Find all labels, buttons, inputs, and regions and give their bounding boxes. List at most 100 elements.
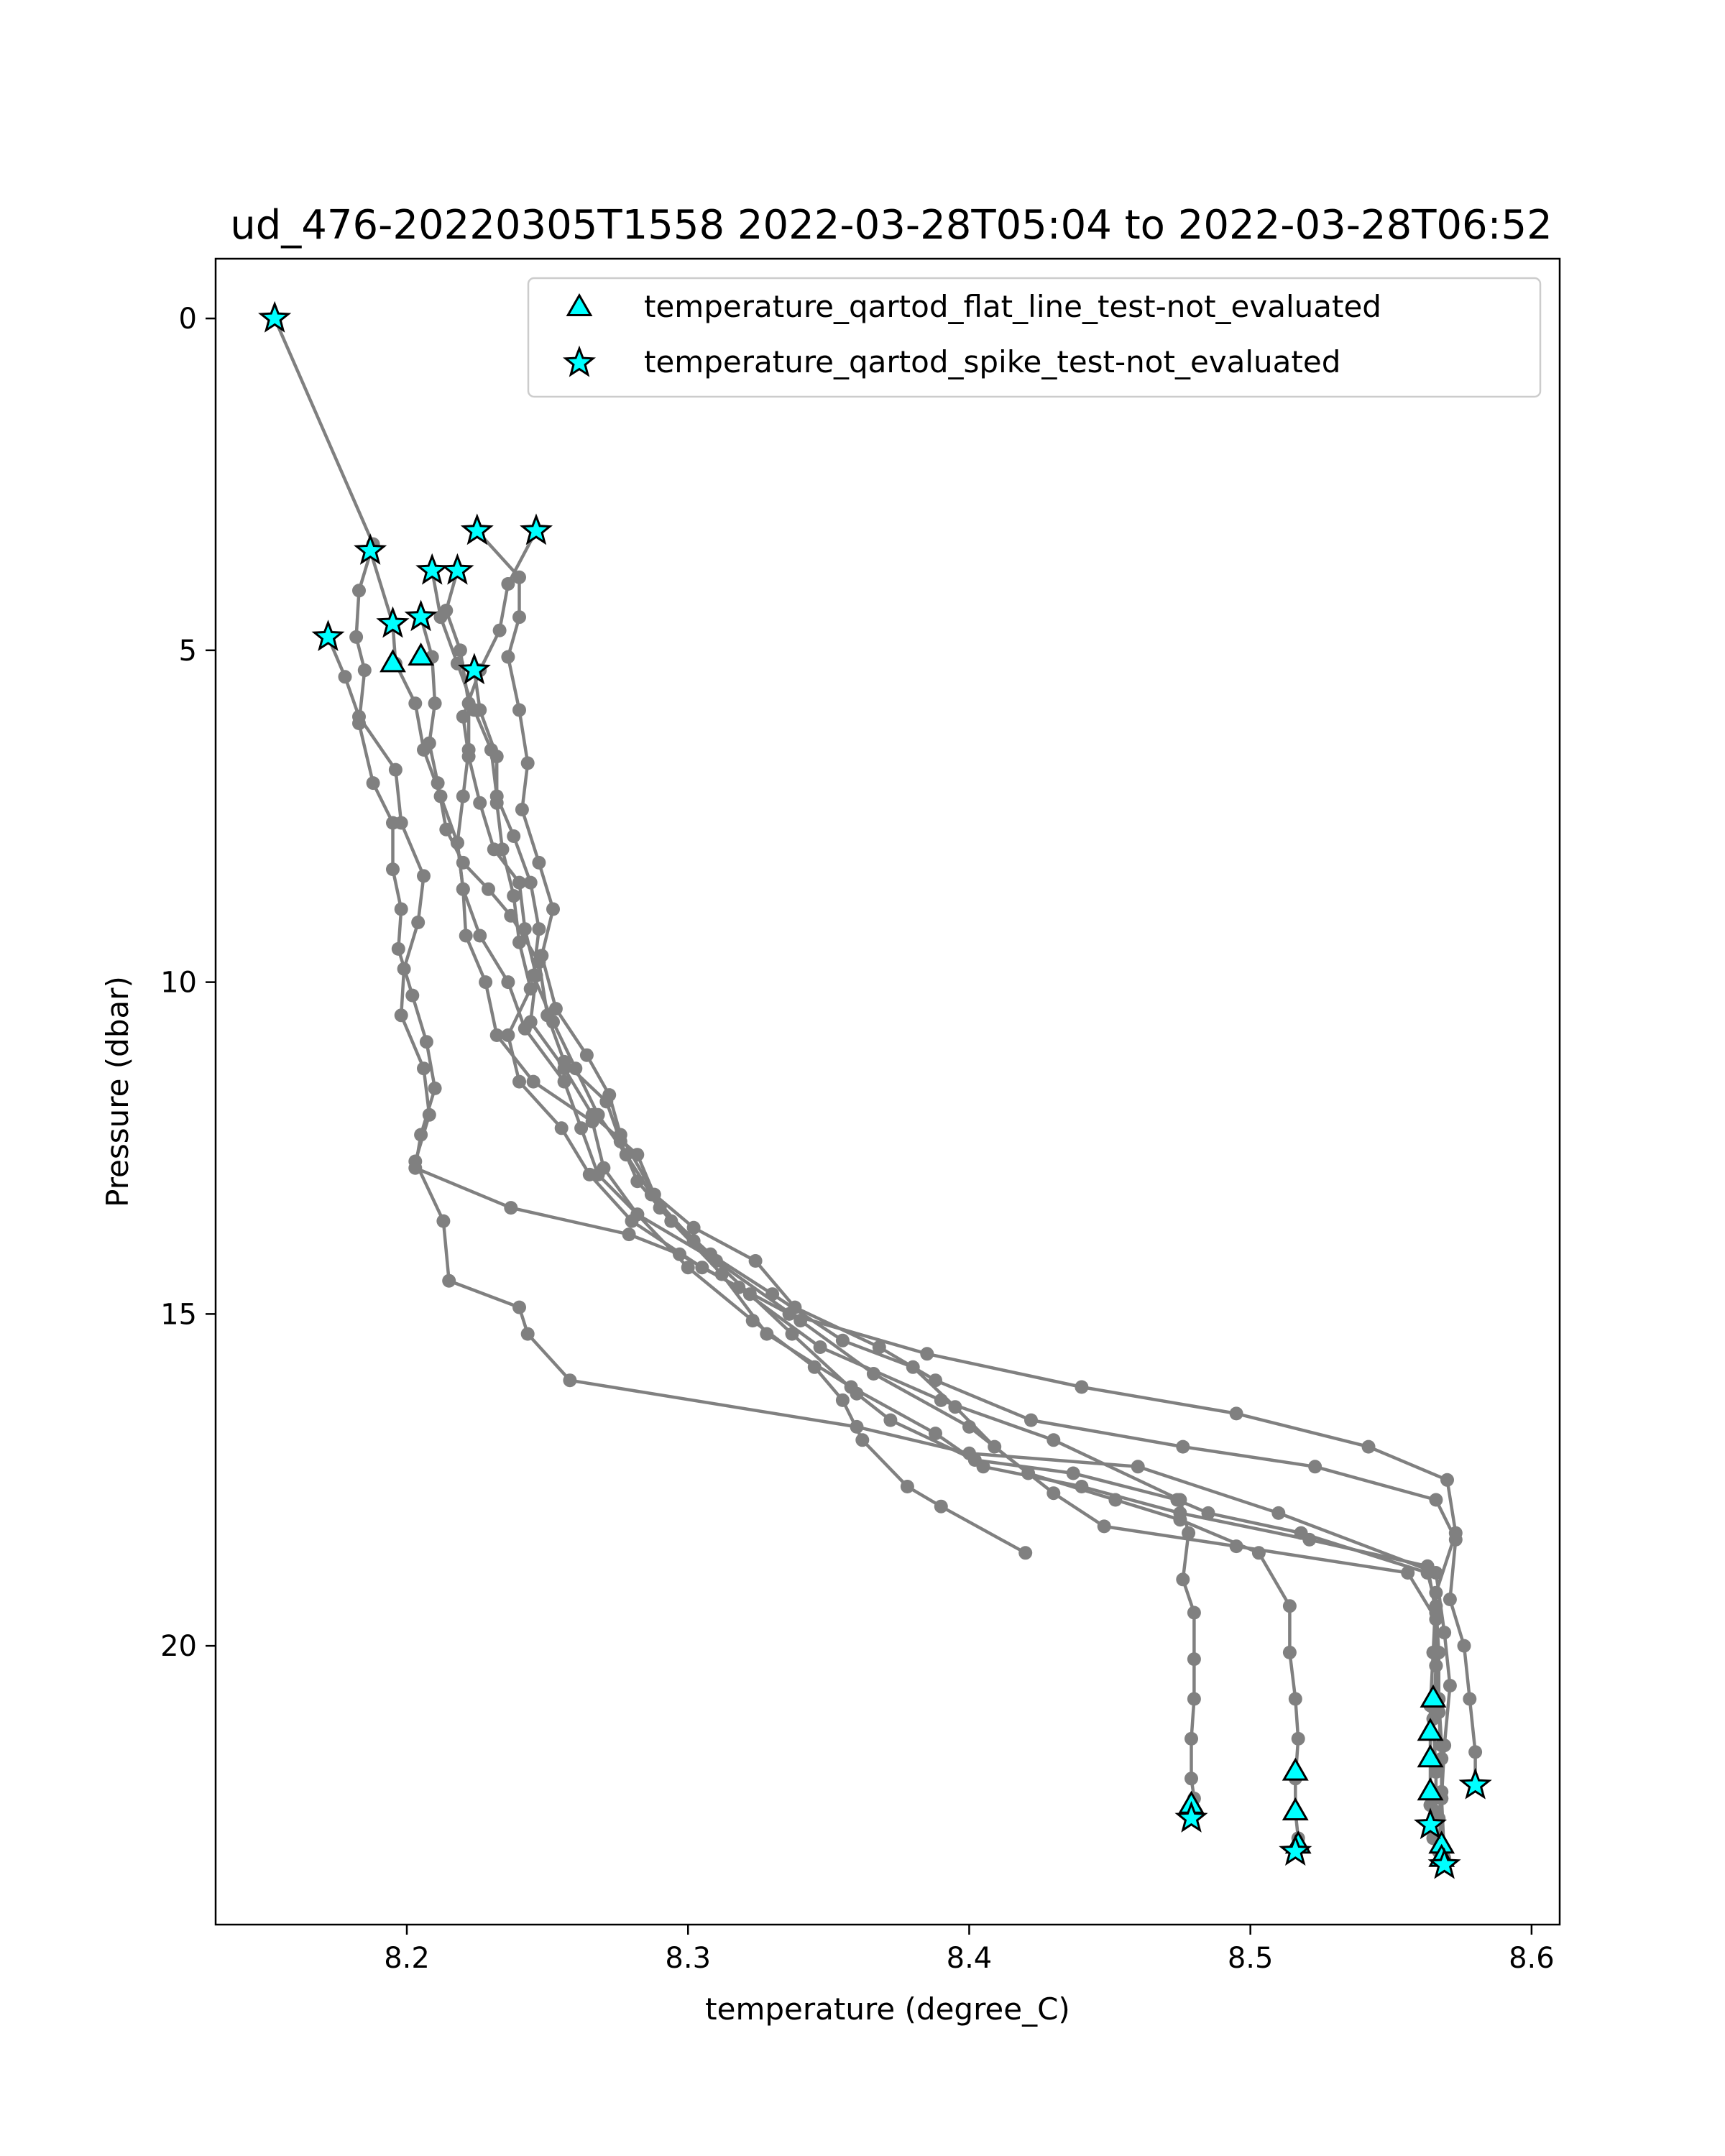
profile-point — [456, 882, 470, 896]
profile-point — [482, 882, 495, 896]
profile-point — [1429, 1765, 1443, 1779]
profile-point — [872, 1340, 886, 1354]
profile-point — [507, 829, 521, 843]
profile-point — [388, 763, 402, 777]
profile-point — [906, 1360, 920, 1374]
profile-point — [765, 1287, 780, 1302]
profile-point — [745, 1314, 760, 1328]
plot-frame — [214, 257, 1561, 1926]
spike-marker — [1174, 1800, 1208, 1833]
profile-point — [349, 630, 364, 644]
spike-marker — [1279, 1834, 1312, 1866]
profile-point — [557, 1061, 571, 1076]
profile-point — [1291, 1731, 1305, 1746]
profile-point — [1426, 1645, 1440, 1659]
profile-point — [495, 842, 510, 857]
x-tick-label: 8.4 — [947, 1942, 993, 1975]
profile-point — [1401, 1566, 1415, 1580]
legend-label-spike: temperature_qartod_spike_test-not_evalua… — [644, 344, 1340, 379]
profile-point — [529, 968, 543, 982]
profile-point — [479, 975, 493, 990]
profile-point — [1448, 1526, 1463, 1540]
profile-point — [1282, 1599, 1297, 1613]
spike-marker — [376, 606, 410, 638]
profile-point — [439, 822, 454, 837]
x-axis-label: temperature (degree_C) — [705, 1991, 1070, 2027]
profile-point — [988, 1439, 1002, 1454]
spike-marker — [460, 513, 494, 545]
profile-point — [357, 663, 372, 678]
profile-point — [1423, 1798, 1438, 1812]
profile-point — [630, 1148, 645, 1162]
profile-point — [1361, 1439, 1376, 1454]
profile-point — [1463, 1692, 1477, 1706]
profile-point — [523, 1015, 538, 1029]
profile-point — [681, 1261, 695, 1275]
profile-point — [653, 1201, 667, 1215]
profile-point — [686, 1220, 701, 1235]
legend-marker-star — [562, 345, 597, 377]
profile-point — [408, 696, 423, 711]
profile-point — [585, 1107, 599, 1122]
profile-point — [512, 1300, 526, 1314]
flat-line-marker — [1417, 1718, 1444, 1741]
spike-markers — [258, 300, 1492, 1879]
profile-point — [456, 709, 470, 724]
profile-point — [1066, 1466, 1080, 1480]
profile-point — [473, 703, 487, 717]
profile-point — [408, 1154, 423, 1169]
profile-point — [391, 941, 405, 956]
y-axis-label: Pressure (dbar) — [100, 976, 135, 1207]
profile-line — [476, 530, 1477, 1786]
profile-point — [1187, 1692, 1201, 1706]
x-tick-label: 8.6 — [1509, 1942, 1555, 1975]
profile-point — [512, 570, 526, 584]
profile-point — [1176, 1572, 1190, 1587]
profile-point — [582, 1167, 597, 1181]
profile-point — [1271, 1506, 1286, 1520]
chart-title: ud_476-20220305T1558 2022-03-28T05:04 to… — [230, 202, 1552, 249]
legend-box — [527, 277, 1542, 398]
profile-point — [1182, 1526, 1196, 1540]
spike-marker — [311, 619, 345, 652]
profile-point — [1170, 1493, 1184, 1507]
profile-point — [1075, 1380, 1089, 1394]
star-marker-icon — [562, 345, 597, 377]
flat-line-marker — [1282, 1797, 1309, 1820]
profile-point — [1046, 1486, 1061, 1501]
profile-point — [835, 1393, 850, 1407]
profile-point — [1468, 1745, 1483, 1759]
profile-point — [569, 1061, 583, 1076]
profile-point — [394, 1008, 408, 1023]
profile-point — [850, 1386, 864, 1401]
y-axis: 0 5 10 15 20 — [160, 303, 216, 1663]
profile-point — [532, 855, 546, 870]
profile-point — [1429, 1585, 1443, 1600]
spike-marker — [441, 553, 474, 585]
profile-point — [602, 1088, 617, 1102]
profile-point — [900, 1480, 914, 1493]
profile-point — [489, 1028, 504, 1042]
profile-point — [535, 949, 549, 963]
profile-point — [411, 916, 426, 929]
profile-point — [1443, 1593, 1457, 1606]
profile-point — [785, 1327, 799, 1341]
x-axis: 8.2 8.3 8.4 8.5 8.6 — [384, 1925, 1555, 1975]
profile-point — [405, 988, 420, 1003]
profile-point — [386, 862, 400, 877]
profile-point — [532, 922, 546, 936]
profile-point — [526, 1074, 540, 1089]
y-tick-label: 20 — [160, 1630, 197, 1663]
profile-point — [1024, 1413, 1038, 1427]
profile-point — [397, 962, 411, 976]
profile-point — [1097, 1519, 1111, 1534]
flat-line-marker — [380, 649, 406, 673]
profile-point — [450, 836, 464, 850]
profile-point — [431, 776, 445, 791]
profile-point — [394, 816, 408, 830]
profile-point — [813, 1340, 827, 1354]
profile-point — [920, 1347, 934, 1361]
profile-point — [1282, 1645, 1297, 1659]
plot-area — [258, 300, 1492, 1879]
profile-point — [548, 1002, 563, 1016]
